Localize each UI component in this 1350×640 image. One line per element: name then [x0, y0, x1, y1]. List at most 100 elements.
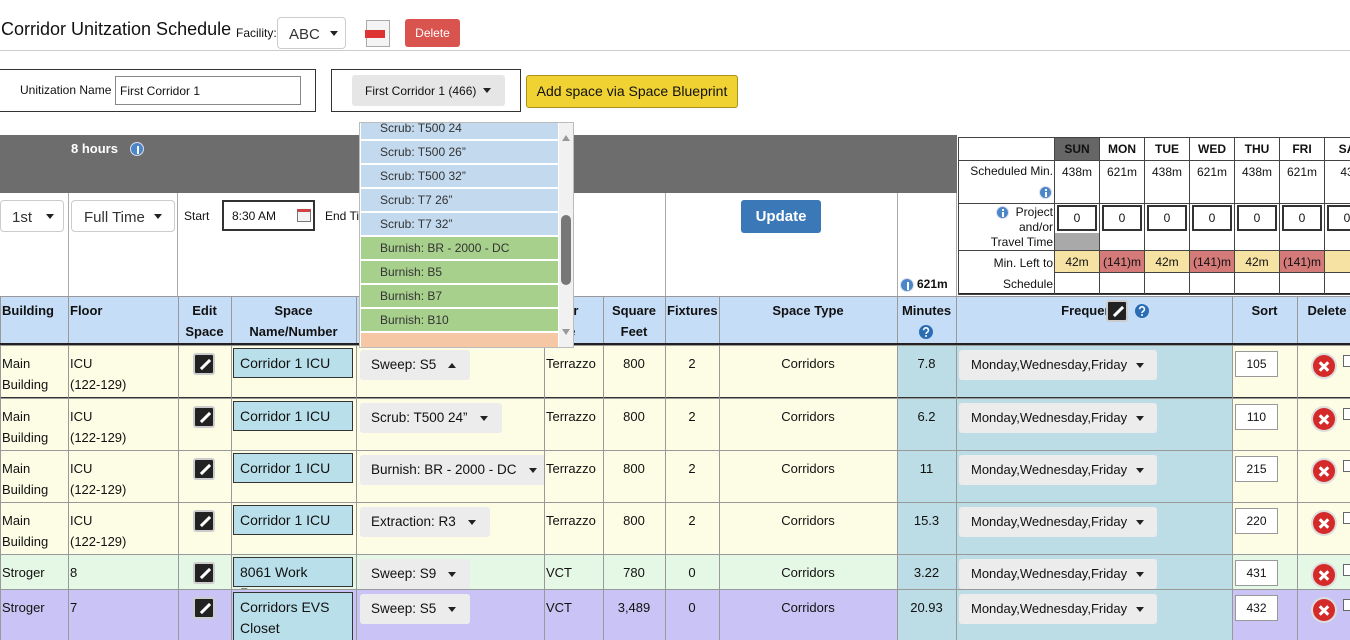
task-select[interactable]: Burnish: BR - 2000 - DC: [360, 455, 551, 485]
dropdown-option[interactable]: Scrub: T500 24: [361, 122, 558, 139]
delete-icon[interactable]: [1313, 512, 1335, 534]
dropdown-option[interactable]: Burnish: B10: [361, 309, 558, 331]
project-input[interactable]: 0: [1102, 205, 1142, 231]
caret: [1136, 607, 1144, 612]
row-checkbox[interactable]: [1343, 599, 1350, 611]
edit-icon[interactable]: [193, 597, 215, 619]
minutes-left: (141)m: [1099, 255, 1145, 269]
project-input[interactable]: 0: [1057, 205, 1097, 231]
caret: [1136, 468, 1144, 473]
column-header: Fixtures: [667, 300, 717, 321]
frequency-select[interactable]: Monday,Wednesday,Friday: [959, 559, 1157, 589]
project-input[interactable]: 0: [1282, 205, 1322, 231]
space-name[interactable]: 8061 Work Room: [233, 557, 353, 587]
sort-input[interactable]: 431: [1235, 560, 1278, 586]
dropdown-option[interactable]: Scrub: T7 32”: [361, 213, 558, 235]
minutes-left: (141)m: [1279, 255, 1325, 269]
space-name[interactable]: Corridors EVS Closet: [233, 592, 353, 640]
frequency-select[interactable]: Monday,Wednesday,Friday: [959, 455, 1157, 485]
dropdown-option[interactable]: Scrub: T500 26”: [361, 141, 558, 163]
edit-icon[interactable]: [193, 562, 215, 584]
row-checkbox[interactable]: [1343, 564, 1350, 576]
frequency-select[interactable]: Monday,Wednesday,Friday: [959, 507, 1157, 537]
start-input[interactable]: 8:30 AM: [222, 200, 315, 231]
caret: [46, 214, 54, 219]
cell-text: Terrazzo: [546, 406, 601, 427]
info-dot: [137, 146, 139, 148]
sort-input[interactable]: 105: [1235, 351, 1278, 377]
row-checkbox[interactable]: [1343, 460, 1350, 472]
edit-icon[interactable]: [193, 458, 215, 480]
dropdown-option[interactable]: Burnish: BR - 2000 - DC: [361, 237, 558, 259]
space-name[interactable]: Corridor 1 ICU: [233, 348, 353, 378]
info-bar: [1045, 192, 1047, 197]
frequency-value: Monday,Wednesday,Friday: [971, 410, 1127, 425]
delete-icon[interactable]: [1313, 408, 1335, 430]
dropdown-option[interactable]: Burnish: B7: [361, 285, 558, 307]
week-cell: [1144, 272, 1190, 295]
delete-icon[interactable]: [1313, 460, 1335, 482]
caret: [1136, 520, 1144, 525]
edit-icon[interactable]: [193, 510, 215, 532]
delete-button[interactable]: Delete: [405, 19, 460, 47]
cell-text: Main Building: [2, 353, 66, 395]
day-header: WED: [1189, 142, 1235, 156]
info-bar: [1002, 212, 1004, 217]
scheduled-min: 43: [1324, 165, 1350, 179]
caret: [448, 572, 456, 577]
column-header: Edit Space: [180, 300, 229, 342]
project-input[interactable]: 0: [1327, 205, 1350, 231]
row-checkbox[interactable]: [1343, 408, 1350, 420]
dropdown-option[interactable]: Scrub: T500 32”: [361, 165, 558, 187]
caret: [448, 607, 456, 612]
task-select[interactable]: Scrub: T500 24”: [360, 403, 502, 433]
row-checkbox[interactable]: [1343, 355, 1350, 367]
update-button[interactable]: Update: [741, 200, 821, 233]
dropdown-option[interactable]: Scrub: T7 26”: [361, 189, 558, 211]
frequency-select[interactable]: Monday,Wednesday,Friday: [959, 350, 1157, 380]
task-select[interactable]: Extraction: R3: [360, 507, 490, 537]
blueprint-button[interactable]: Add space via Space Blueprint: [526, 75, 738, 108]
divider: [0, 50, 1350, 51]
frequency-value: Monday,Wednesday,Friday: [971, 566, 1127, 581]
sort-input[interactable]: 215: [1235, 456, 1278, 482]
task-select[interactable]: Sweep: S9: [360, 559, 470, 589]
edit-icon[interactable]: [193, 353, 215, 375]
sort-input[interactable]: 110: [1235, 404, 1278, 430]
column-header: Minutes: [899, 300, 954, 321]
column-header: Building: [2, 300, 66, 321]
sort-input[interactable]: 432: [1235, 595, 1278, 621]
task-value: Burnish: BR - 2000 - DC: [371, 462, 517, 477]
space-name[interactable]: Corridor 1 ICU: [233, 401, 353, 431]
info-icon: [900, 278, 914, 292]
row-checkbox[interactable]: [1343, 512, 1350, 524]
dropdown-option[interactable]: Burnish: B5: [361, 261, 558, 283]
shift-select[interactable]: 1st: [0, 200, 64, 232]
pdf-band: [365, 30, 385, 38]
scrollbar-thumb: [561, 215, 571, 285]
facility-select[interactable]: ABC: [277, 17, 346, 49]
cell-text: Main Building: [2, 458, 66, 500]
pdf-icon[interactable]: [366, 20, 390, 47]
delete-icon[interactable]: [1313, 355, 1335, 377]
space-name[interactable]: Corridor 1 ICU: [233, 505, 353, 535]
sort-input[interactable]: 220: [1235, 508, 1278, 534]
task-select[interactable]: Sweep: S5: [360, 594, 470, 624]
delete-icon[interactable]: [1313, 564, 1335, 586]
frequency-select[interactable]: Monday,Wednesday,Friday: [959, 403, 1157, 433]
edit-icon[interactable]: [1106, 300, 1128, 322]
employment-select[interactable]: Full Time: [71, 200, 175, 232]
project-input[interactable]: 0: [1237, 205, 1277, 231]
project-input[interactable]: 0: [1147, 205, 1187, 231]
project-input[interactable]: 0: [1192, 205, 1232, 231]
delete-icon[interactable]: [1313, 599, 1335, 621]
scheduled-min: 438m: [1234, 165, 1280, 179]
week-cell: [1324, 272, 1350, 295]
task-select[interactable]: Sweep: S5: [360, 350, 470, 380]
edit-icon[interactable]: [193, 406, 215, 428]
corridor-select[interactable]: First Corridor 1 (466): [352, 75, 505, 106]
task-value: Sweep: S9: [371, 566, 436, 581]
frequency-select[interactable]: Monday,Wednesday,Friday: [959, 594, 1157, 624]
space-name[interactable]: Corridor 1 ICU: [233, 453, 353, 483]
name-input[interactable]: First Corridor 1: [115, 76, 301, 105]
